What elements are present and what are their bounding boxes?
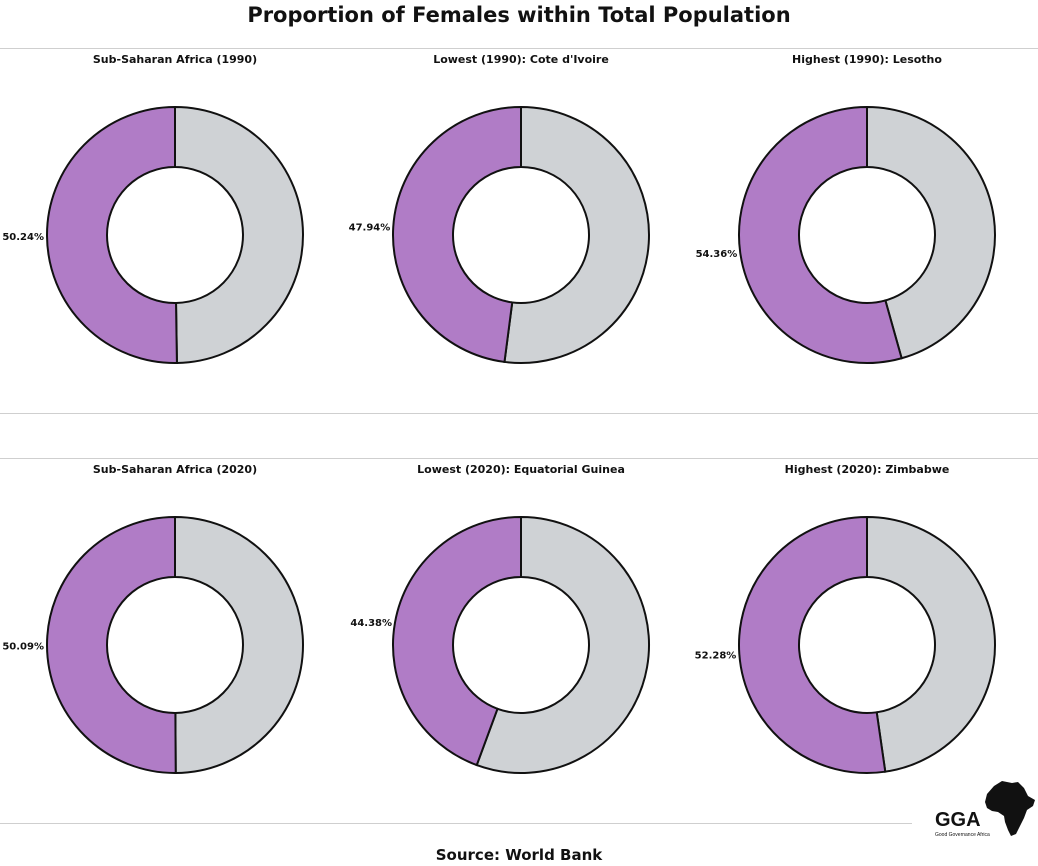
logo-text: GGA [935, 809, 981, 831]
panel-title: Lowest (2020): Equatorial Guinea [417, 463, 625, 476]
source-note: Source: World Bank [435, 846, 603, 864]
slice-male [866, 105, 996, 360]
donut-chart: 47.94% [349, 105, 650, 364]
slice-male [174, 515, 304, 775]
female-percentage-label: 50.24% [2, 232, 44, 243]
donut-chart: 52.28% [695, 515, 996, 774]
donut-chart: 54.36% [696, 105, 996, 364]
donut-chart: 50.09% [2, 515, 304, 775]
divider-middle-2 [0, 458, 1038, 459]
slice-male [174, 105, 304, 365]
panel-title: Highest (2020): Zimbabwe [784, 463, 950, 476]
logo-subtext: Good Governance Africa [935, 832, 990, 838]
chart-title: Proportion of Females within Total Popul… [247, 3, 791, 27]
slice-female [392, 515, 522, 767]
panel-highest-1990: Highest (1990): Lesotho 54.36% [694, 53, 1038, 413]
female-percentage-label: 50.09% [2, 641, 44, 652]
panel-title: Lowest (1990): Cote d'Ivoire [433, 53, 609, 66]
panel-ssa-2020: Sub-Saharan Africa (2020) 50.09% [2, 463, 348, 823]
divider-middle-1 [0, 413, 1038, 414]
slice-female [392, 105, 522, 364]
divider-top [0, 48, 1038, 49]
slice-male [503, 105, 650, 364]
slice-male [475, 515, 650, 774]
female-percentage-label: 44.38% [350, 618, 392, 629]
africa-map-icon: GGA Good Governance Africa [935, 781, 1035, 838]
panel-title: Sub-Saharan Africa (2020) [92, 463, 258, 476]
female-percentage-label: 52.28% [695, 650, 737, 661]
panel-title: Sub-Saharan Africa (1990) [92, 53, 258, 66]
divider-bottom [0, 823, 912, 824]
panel-lowest-1990: Lowest (1990): Cote d'Ivoire 47.94% [348, 53, 694, 413]
slice-female [46, 515, 177, 774]
panel-highest-2020: Highest (2020): Zimbabwe 52.28% [694, 463, 1038, 823]
slice-female [46, 105, 178, 364]
slice-female [738, 515, 887, 774]
donut-chart: 44.38% [350, 515, 650, 774]
panel-lowest-2020: Lowest (2020): Equatorial Guinea 44.38% [348, 463, 694, 823]
donut-chart: 50.24% [2, 105, 304, 365]
female-percentage-label: 54.36% [696, 249, 738, 260]
slice-male [866, 515, 996, 773]
female-percentage-label: 47.94% [349, 223, 391, 234]
slice-female [738, 105, 903, 364]
panel-ssa-1990: Sub-Saharan Africa (1990) 50.24% [2, 53, 348, 413]
panel-title: Highest (1990): Lesotho [792, 53, 942, 66]
gga-logo: GGA Good Governance Africa [932, 778, 1038, 838]
